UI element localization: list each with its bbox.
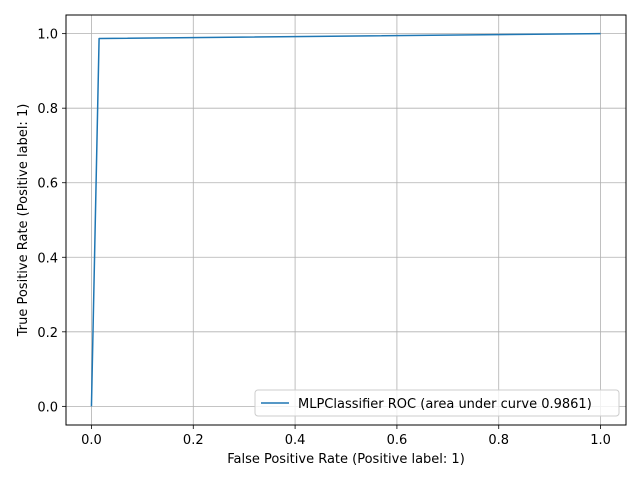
plot-frame xyxy=(65,14,627,426)
x-tick-label: 0.6 xyxy=(387,433,408,448)
y-axis: 0.0 0.2 0.4 0.6 0.8 1.0 xyxy=(37,28,66,415)
x-tick-label: 0.4 xyxy=(285,433,306,448)
x-axis: 0.0 0.2 0.4 0.6 0.8 1.0 xyxy=(81,425,611,448)
grid-lines xyxy=(66,15,626,425)
series-layer xyxy=(90,32,601,407)
x-tick-label: 0.8 xyxy=(488,433,509,448)
x-tick-label: 0.0 xyxy=(81,433,102,448)
y-tick-label: 1.0 xyxy=(37,28,58,43)
legend-label: MLPClassifier ROC (area under curve 0.98… xyxy=(298,397,592,412)
y-tick-label: 0.6 xyxy=(37,177,58,192)
y-tick-label: 0.2 xyxy=(37,326,58,341)
y-axis-label: True Positive Rate (Positive label: 1) xyxy=(16,104,31,338)
y-tick-label: 0.4 xyxy=(37,251,58,266)
x-tick-label: 1.0 xyxy=(590,433,611,448)
roc-curve-line xyxy=(90,32,601,407)
legend-box xyxy=(254,389,620,417)
x-tick-label: 0.2 xyxy=(183,433,204,448)
y-tick-label: 0.0 xyxy=(37,400,58,415)
y-tick-label: 0.8 xyxy=(37,102,58,117)
legend: MLPClassifier ROC (area under curve 0.98… xyxy=(254,389,620,417)
x-axis-label: False Positive Rate (Positive label: 1) xyxy=(227,452,465,467)
